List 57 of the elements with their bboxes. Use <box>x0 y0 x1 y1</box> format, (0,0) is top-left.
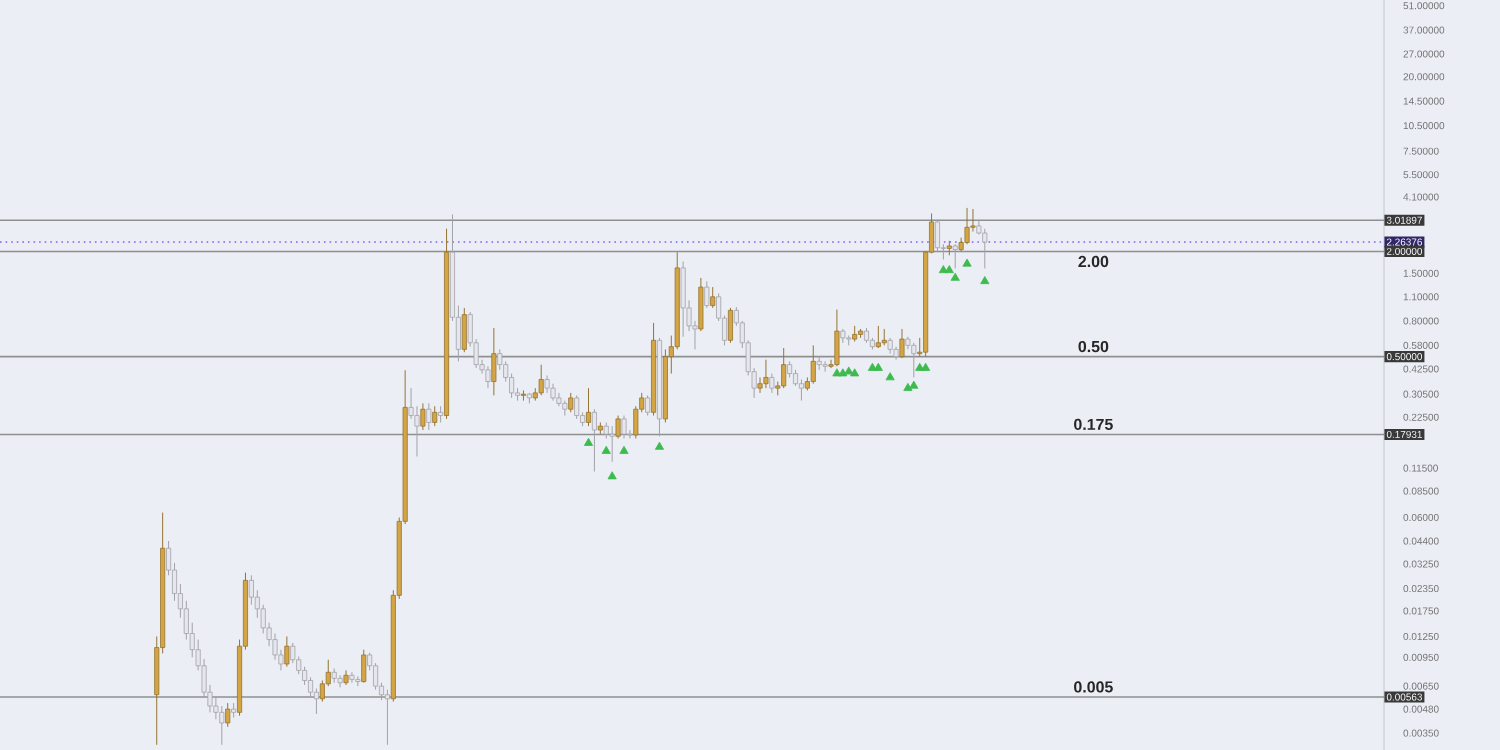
candlestick <box>538 364 544 396</box>
candlestick <box>615 415 621 439</box>
candlestick <box>485 365 491 389</box>
point <box>885 372 895 381</box>
point <box>909 380 919 389</box>
candlestick <box>911 342 917 378</box>
point <box>944 265 954 274</box>
candlestick <box>763 359 769 389</box>
candlestick <box>426 402 432 431</box>
candlestick <box>284 635 290 668</box>
point <box>962 258 972 267</box>
candlestick <box>491 327 497 396</box>
candlestick <box>875 325 881 349</box>
point <box>873 362 883 371</box>
candlestick <box>609 425 615 463</box>
candlestick <box>349 671 355 684</box>
candlestick <box>585 387 592 427</box>
candlestick <box>982 228 988 269</box>
candlestick <box>432 405 438 427</box>
candlestick <box>964 207 970 245</box>
point <box>583 437 594 446</box>
candlestick <box>822 360 828 373</box>
point <box>921 362 931 371</box>
candlestick <box>952 243 958 269</box>
candlestick <box>621 415 627 439</box>
candlestick <box>810 344 816 385</box>
candlestick <box>568 392 574 413</box>
candlestick <box>337 674 343 688</box>
point <box>619 445 629 454</box>
candlestick <box>343 669 349 686</box>
point <box>950 272 960 281</box>
candlestick <box>798 378 804 402</box>
point <box>980 276 990 285</box>
point <box>607 471 617 480</box>
candlestick <box>698 277 704 332</box>
point <box>850 368 860 377</box>
point <box>654 441 665 450</box>
candlestick <box>361 649 367 684</box>
candlestick <box>544 374 550 394</box>
candlestick <box>899 328 905 359</box>
point <box>903 382 913 391</box>
point <box>844 366 854 375</box>
candlestick <box>225 702 231 728</box>
candlestick <box>727 307 733 344</box>
candlestick <box>461 307 467 353</box>
candlestick <box>934 218 940 252</box>
candlestick <box>645 394 651 417</box>
candlestick <box>420 402 426 431</box>
candlestick <box>704 280 710 309</box>
candlestick <box>781 347 787 389</box>
candlestick <box>834 309 840 367</box>
candlestick <box>769 373 775 394</box>
candlestick <box>591 408 597 472</box>
candlestick <box>574 394 580 420</box>
point <box>601 445 611 454</box>
candlestick <box>680 261 686 338</box>
candlestick <box>710 286 716 309</box>
